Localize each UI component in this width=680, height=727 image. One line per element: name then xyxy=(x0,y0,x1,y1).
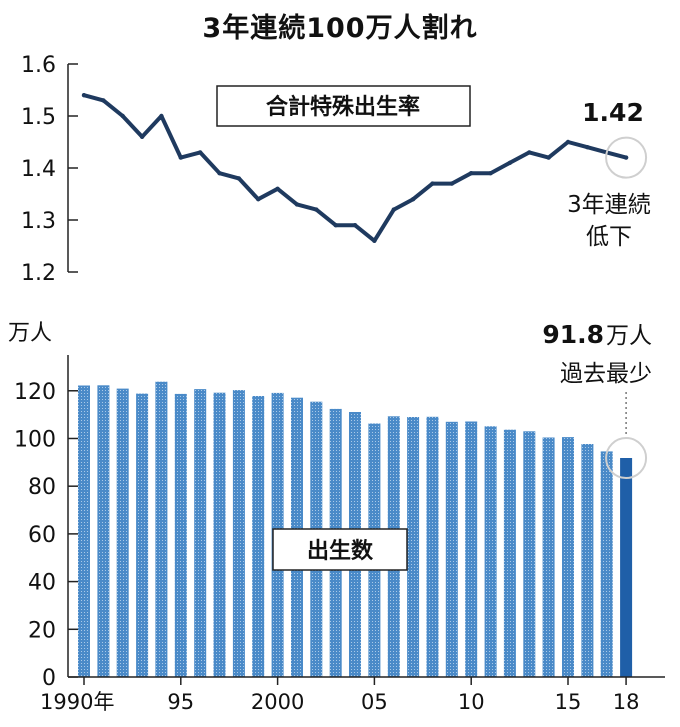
births-bar xyxy=(562,437,574,677)
rate-callout-value: 1.42 xyxy=(582,98,644,127)
x-tick-label: 10 xyxy=(458,690,485,714)
rate-y-tick-label: 1.6 xyxy=(21,53,56,78)
rate-point xyxy=(275,186,280,191)
births-bars xyxy=(78,381,633,677)
births-bar xyxy=(542,437,555,677)
rate-y-tick-label: 1.5 xyxy=(21,105,56,130)
x-tick-label: 18 xyxy=(613,690,640,714)
rate-point xyxy=(256,197,261,202)
rate-point xyxy=(333,223,338,228)
births-bar xyxy=(252,396,265,677)
rate-point xyxy=(391,207,396,212)
rate-point xyxy=(410,197,416,202)
rate-point xyxy=(81,93,87,98)
rate-point xyxy=(585,145,590,150)
births-y-tick-label: 20 xyxy=(28,618,56,643)
births-label: 出生数 xyxy=(307,538,374,564)
births-bar xyxy=(213,392,226,677)
rate-y-axis: 1.6 1.5 1.4 1.3 1.2 xyxy=(21,53,78,286)
births-bar xyxy=(426,416,439,677)
births-bar xyxy=(445,421,458,677)
births-y-tick-label: 60 xyxy=(28,523,56,548)
births-bar xyxy=(465,421,478,677)
births-bar xyxy=(136,393,149,677)
births-label-box xyxy=(272,528,408,571)
rate-label-box xyxy=(216,85,471,127)
x-tick-label: 1990年 xyxy=(40,690,114,714)
rate-point xyxy=(546,155,551,160)
rate-y-tick-label: 1.2 xyxy=(21,261,56,286)
rate-callout-line2: 低下 xyxy=(586,224,632,250)
births-y-axis: 0 20 40 60 80 100 120 xyxy=(14,380,78,691)
rate-point xyxy=(101,98,106,103)
rate-point xyxy=(372,238,377,243)
x-tick-label: 15 xyxy=(555,690,582,714)
births-bar xyxy=(600,451,613,677)
births-bar xyxy=(116,388,129,677)
rate-point xyxy=(430,181,435,186)
births-bar-latest xyxy=(620,458,633,677)
births-bar xyxy=(174,393,187,677)
rate-point xyxy=(352,223,358,228)
rate-point xyxy=(217,171,222,176)
births-last-bar-highlight xyxy=(605,437,648,480)
births-callout-value: 91.8 xyxy=(542,320,604,349)
births-bar xyxy=(484,426,497,677)
rate-point xyxy=(294,202,300,207)
rate-point xyxy=(623,155,629,160)
chart-title: 3年連続100万人割れ xyxy=(202,13,478,44)
x-axis: 1990年 95 2000 05 10 15 18 xyxy=(40,677,639,714)
births-chart: 万人 0 20 40 60 80 100 120 1990年 95 2000 05 10 15 18 出… xyxy=(8,320,665,714)
births-bar xyxy=(523,431,536,677)
rate-point xyxy=(197,150,203,155)
x-tick-label: 95 xyxy=(167,690,194,714)
rate-point xyxy=(565,139,571,145)
x-tick-label: 2000 xyxy=(251,690,304,714)
rate-point xyxy=(120,113,125,119)
births-y-tick-label: 100 xyxy=(14,427,56,452)
rate-point xyxy=(488,171,493,176)
births-y-unit: 万人 xyxy=(8,321,52,346)
rate-callout-line1: 3年連続 xyxy=(567,192,651,218)
rate-chart: 1.6 1.5 1.4 1.3 1.2 合計特殊出生率 1.42 3年連続 低下 xyxy=(21,53,651,286)
births-bar xyxy=(97,385,110,677)
births-y-tick-label: 120 xyxy=(14,380,56,405)
rate-y-tick-label: 1.3 xyxy=(21,209,56,234)
rate-point xyxy=(236,176,242,181)
rate-point xyxy=(178,155,183,160)
rate-point xyxy=(139,134,145,139)
x-tick-label: 05 xyxy=(361,690,388,714)
births-bar xyxy=(194,389,207,677)
rate-last-point-highlight xyxy=(605,136,648,179)
rate-point xyxy=(314,207,319,212)
births-y-tick-label: 80 xyxy=(28,475,56,500)
rate-point xyxy=(469,171,474,176)
births-bar xyxy=(407,417,420,677)
births-bar xyxy=(503,429,516,677)
births-bar xyxy=(155,381,168,677)
rate-label: 合計特殊出生率 xyxy=(266,94,420,120)
rate-y-tick-label: 1.4 xyxy=(21,157,56,182)
births-bar xyxy=(232,390,245,677)
rate-point xyxy=(159,113,164,119)
rate-point xyxy=(527,150,532,155)
rate-point xyxy=(507,160,513,165)
births-bar xyxy=(78,385,90,677)
births-callout-line2: 過去最少 xyxy=(560,361,652,387)
births-y-tick-label: 0 xyxy=(42,666,56,691)
births-y-tick-label: 40 xyxy=(28,571,56,596)
births-callout-unit: 万人 xyxy=(606,323,652,349)
births-bar xyxy=(581,444,594,677)
rate-point xyxy=(449,181,455,186)
